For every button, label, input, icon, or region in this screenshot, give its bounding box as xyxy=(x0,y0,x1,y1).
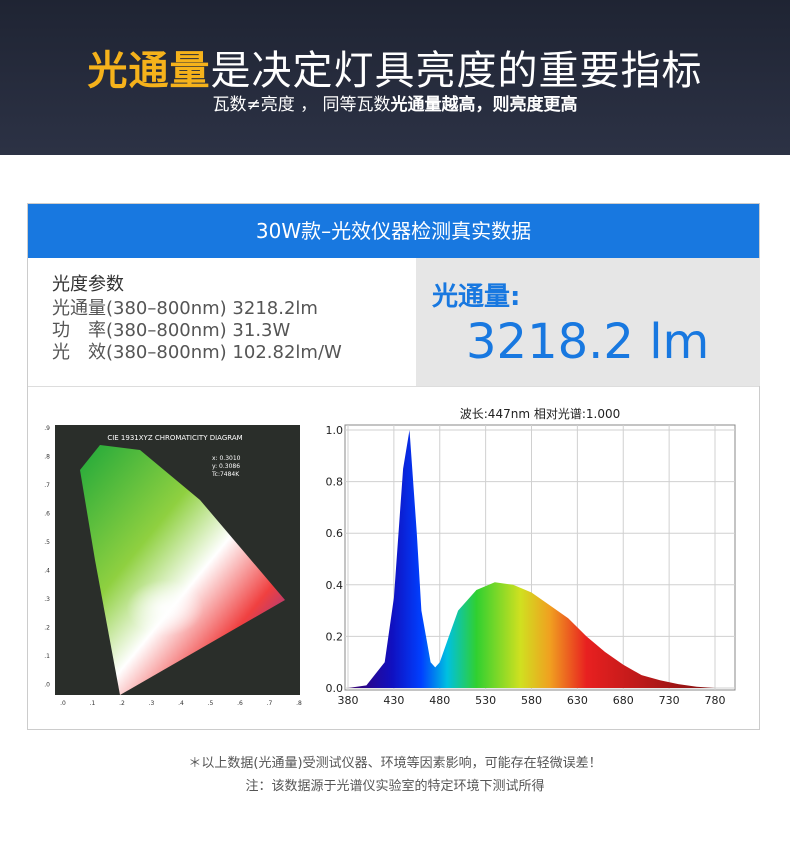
cie-x-tick: .8 xyxy=(296,700,302,707)
cie-x-tick: .0 xyxy=(60,700,66,707)
cie-x-tick: .6 xyxy=(237,700,243,707)
flux-label: 光通量: xyxy=(432,282,521,312)
header: 光通量是决定灯具亮度的重要指标 瓦数≠亮度 ， 同等瓦数光通量越高，则亮度更高 xyxy=(0,0,790,155)
y-tick-label: 0.0 xyxy=(326,682,344,695)
x-tick-label: 680 xyxy=(613,694,634,707)
y-tick-label: 0.2 xyxy=(326,630,344,643)
x-tick-label: 530 xyxy=(475,694,496,707)
cie-y-tick: .8 xyxy=(44,454,50,461)
spectrum-title: 波长:447nm 相对光谱:1.000 xyxy=(460,407,620,421)
subtitle-plain: 瓦数≠亮度 ， 同等瓦数 xyxy=(212,95,391,115)
x-tick-label: 430 xyxy=(383,694,404,707)
y-tick-label: 0.8 xyxy=(326,476,344,489)
divider xyxy=(28,386,759,387)
param: 光通量(380–800nm) 3218.2lm xyxy=(52,298,318,319)
cie-y-tick: .3 xyxy=(44,596,50,603)
title: 光通量是决定灯具亮度的重要指标 xyxy=(0,38,790,96)
cie-reading: y: 0.3086 xyxy=(212,463,240,470)
cie-x-tick: .1 xyxy=(90,700,96,707)
cie-y-tick: .9 xyxy=(44,425,50,432)
cie-title: CIE 1931XYZ CHROMATICITY DIAGRAM xyxy=(107,434,242,442)
cie-reading: Tc:7484K xyxy=(211,471,240,478)
panel: 30W款–光效仪器检测真实数据 光度参数 光通量(380–800nm) 3218… xyxy=(27,203,760,730)
cie-y-tick: .7 xyxy=(44,482,50,489)
flux-value: 3218.2 lm xyxy=(466,314,710,370)
cie-x-tick: .3 xyxy=(149,700,155,707)
cie-whitepoint xyxy=(110,560,220,640)
params: 光度参数 光通量(380–800nm) 3218.2lm 功 率(380–800… xyxy=(52,274,342,364)
param: 功 率(380–800nm) 31.3W xyxy=(52,320,291,341)
x-tick-label: 480 xyxy=(429,694,450,707)
y-tick-label: 1.0 xyxy=(326,424,344,437)
cie-x-tick: .4 xyxy=(178,700,184,707)
title-highlight: 光通量 xyxy=(87,48,211,94)
subtitle: 瓦数≠亮度 ， 同等瓦数光通量越高，则亮度更高 xyxy=(0,90,790,115)
cie-reading: x: 0.3010 xyxy=(212,455,241,462)
params-title: 光度参数 xyxy=(52,274,124,295)
cie-x-tick: .2 xyxy=(119,700,125,707)
cie-y-tick: .2 xyxy=(44,625,50,632)
title-rest: 是决定灯具亮度的重要指标 xyxy=(210,48,703,94)
subtitle-bold: 光通量越高，则亮度更高 xyxy=(390,95,578,115)
x-tick-label: 730 xyxy=(659,694,680,707)
cie-y-tick: .6 xyxy=(44,511,50,518)
note: 注：该数据源于光谱仪实验室的特定环境下测试所得 xyxy=(245,779,545,794)
cie-x-tick: .7 xyxy=(267,700,273,707)
cie-y-tick: .0 xyxy=(44,682,50,689)
cie-y-tick: .5 xyxy=(44,539,50,546)
x-tick-label: 630 xyxy=(567,694,588,707)
param: 光 效(380–800nm) 102.82lm/W xyxy=(52,342,342,363)
spectrum-area xyxy=(348,430,715,688)
y-tick-label: 0.6 xyxy=(326,527,344,540)
x-tick-label: 780 xyxy=(705,694,726,707)
y-tick-label: 0.4 xyxy=(326,579,344,592)
banner: 30W款–光效仪器检测真实数据 xyxy=(28,204,759,258)
cie-y-tick: .1 xyxy=(44,653,50,660)
flux-panel: 光通量: 3218.2 lm xyxy=(416,258,760,386)
note: ＊以上数据(光通量)受测试仪器、环境等因素影响，可能存在轻微误差！ xyxy=(188,756,602,771)
cie-y-tick: .4 xyxy=(44,568,50,575)
cie-x-tick: .5 xyxy=(208,700,214,707)
x-tick-label: 580 xyxy=(521,694,542,707)
x-tick-label: 380 xyxy=(338,694,359,707)
